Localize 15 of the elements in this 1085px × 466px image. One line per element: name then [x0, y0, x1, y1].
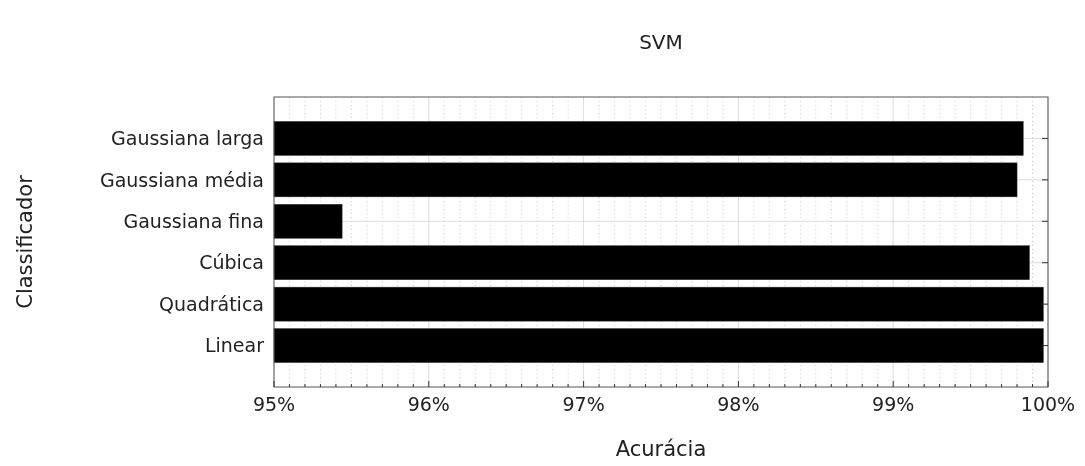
y-tick-label: Gaussiana média — [99, 168, 264, 191]
x-tick-label: 97% — [562, 393, 605, 415]
y-tick-label: Gaussiana larga — [111, 127, 264, 150]
x-tick-label: 98% — [717, 393, 760, 415]
x-tick-label: 96% — [407, 393, 450, 415]
y-tick-label: Gaussiana fina — [123, 209, 264, 232]
y-tick-label: Quadrática — [159, 292, 264, 315]
x-axis-title: Acurácia — [615, 437, 707, 461]
y-tick-label: Linear — [204, 334, 265, 357]
y-axis-title: Classificador — [13, 174, 37, 309]
x-tick-label: 99% — [872, 393, 915, 415]
x-tick-label: 100% — [1020, 393, 1076, 415]
x-tick-label: 95% — [252, 393, 296, 415]
y-tick-label: Cúbica — [199, 251, 264, 274]
chart-title: SVM — [639, 30, 683, 54]
